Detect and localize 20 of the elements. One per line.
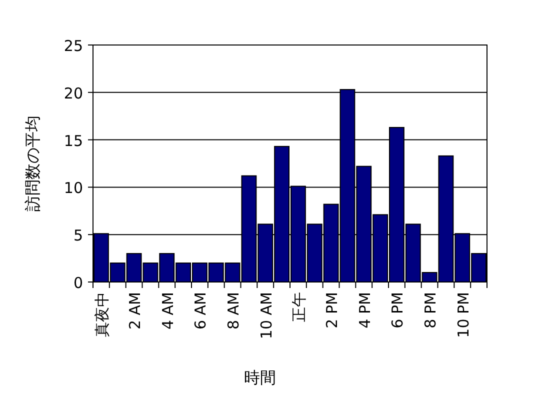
- x-tick-label: 4 PM: [356, 292, 374, 328]
- y-tick-label: 10: [64, 179, 83, 198]
- x-tick-label: 8 AM: [224, 292, 243, 330]
- y-axis-title: 訪問数の平均: [23, 116, 42, 212]
- y-tick-label: 25: [64, 37, 83, 55]
- y-tick-label: 5: [73, 226, 83, 245]
- x-tick-label: 正午: [290, 292, 308, 322]
- x-tick-label: 8 PM: [422, 292, 440, 328]
- x-tick-label: 2 AM: [126, 292, 144, 330]
- x-tick-label: 4 AM: [158, 292, 177, 330]
- y-tick-label: 0: [73, 274, 83, 292]
- x-tick-label: 10 AM: [257, 292, 276, 340]
- y-tick-label: 15: [64, 132, 83, 150]
- x-tick-label: 真夜中: [93, 292, 112, 337]
- x-tick-label: 6 PM: [388, 292, 407, 328]
- y-tick-label: 20: [64, 84, 83, 102]
- x-tick-label: 10 PM: [454, 292, 472, 338]
- x-tick-label: 6 AM: [192, 292, 210, 330]
- x-axis-title: 時間: [244, 368, 276, 387]
- x-tick-label: 2 PM: [323, 292, 342, 328]
